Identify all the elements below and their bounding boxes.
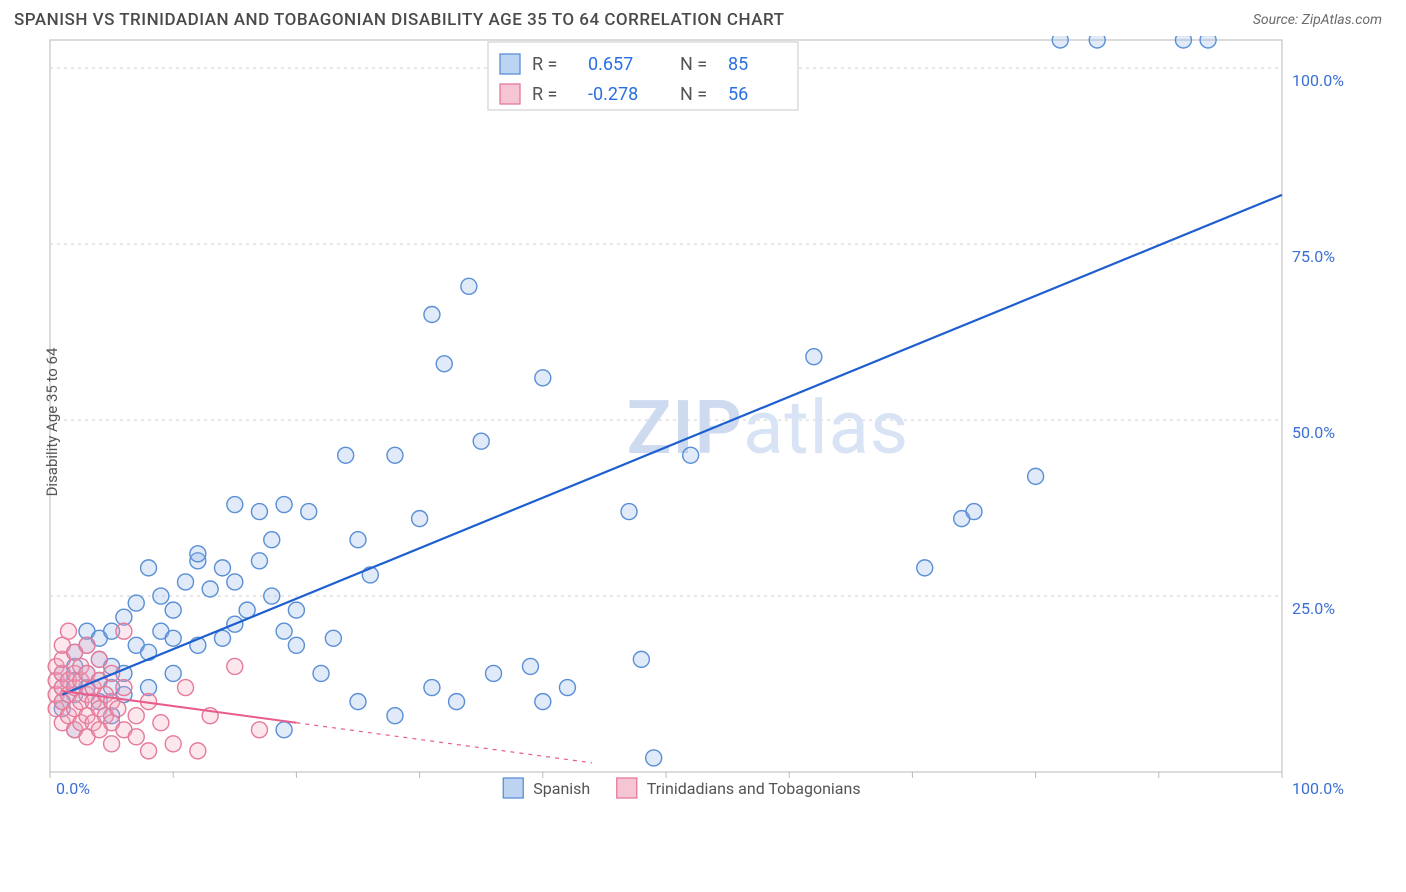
y-tick-label: 75.0%	[1292, 247, 1335, 266]
scatter-point	[301, 504, 317, 520]
scatter-point	[128, 595, 144, 611]
legend-swatch	[617, 778, 637, 798]
correlation-scatter-chart: 25.0% 50.0% 75.0% 100.0% ZIPatlas R = 0.657 N =…	[44, 36, 1360, 808]
scatter-point	[806, 349, 822, 365]
x-tick-label: 100.0%	[1292, 779, 1344, 798]
scatter-point	[153, 588, 169, 604]
scatter-point	[153, 715, 169, 731]
stats-text: 56	[728, 84, 748, 105]
scatter-point	[190, 743, 206, 759]
scatter-point	[227, 658, 243, 674]
scatter-point	[1200, 36, 1216, 48]
scatter-point	[288, 602, 304, 618]
scatter-point	[1052, 36, 1068, 48]
scatter-point	[116, 623, 132, 639]
scatter-point	[535, 370, 551, 386]
scatter-point	[60, 623, 76, 639]
scatter-point	[116, 680, 132, 696]
scatter-point	[621, 504, 637, 520]
scatter-point	[104, 736, 120, 752]
stats-text: N =	[680, 84, 707, 105]
scatter-point	[128, 729, 144, 745]
scatter-point	[325, 630, 341, 646]
scatter-point	[449, 694, 465, 710]
scatter-point	[461, 278, 477, 294]
scatter-point	[486, 665, 502, 681]
scatter-point	[202, 581, 218, 597]
scatter-point	[387, 708, 403, 724]
scatter-point	[288, 637, 304, 653]
scatter-point	[251, 504, 267, 520]
scatter-point	[1028, 468, 1044, 484]
scatter-point	[141, 560, 157, 576]
y-tick-label: 50.0%	[1292, 423, 1335, 442]
watermark: ZIPatlas	[627, 385, 909, 472]
scatter-point	[178, 680, 194, 696]
scatter-point	[424, 307, 440, 323]
scatter-point	[313, 665, 329, 681]
scatter-point	[190, 546, 206, 562]
x-tick-label: 0.0%	[56, 779, 90, 798]
stats-text: N =	[680, 54, 707, 75]
legend-label: Spanish	[533, 779, 590, 798]
scatter-point	[165, 630, 181, 646]
scatter-point	[646, 750, 662, 766]
scatter-point	[178, 574, 194, 590]
scatter-point	[966, 504, 982, 520]
scatter-point	[251, 722, 267, 738]
scatter-point	[387, 447, 403, 463]
y-tick-label: 100.0%	[1292, 71, 1344, 90]
scatter-point	[227, 574, 243, 590]
scatter-point	[128, 708, 144, 724]
scatter-point	[264, 532, 280, 548]
scatter-point	[165, 602, 181, 618]
y-tick-label: 25.0%	[1292, 599, 1335, 618]
scatter-point	[338, 447, 354, 463]
scatter-point	[1175, 36, 1191, 48]
stats-text: 85	[728, 54, 748, 75]
scatter-point	[535, 694, 551, 710]
y-axis-label: Disability Age 35 to 64	[43, 348, 61, 497]
scatter-point	[165, 665, 181, 681]
scatter-point	[412, 511, 428, 527]
scatter-point	[264, 588, 280, 604]
scatter-point	[559, 680, 575, 696]
scatter-point	[350, 694, 366, 710]
scatter-point	[214, 630, 230, 646]
scatter-point	[91, 651, 107, 667]
scatter-point	[276, 722, 292, 738]
scatter-point	[473, 433, 489, 449]
legend-swatch	[503, 778, 523, 798]
stats-text: -0.278	[588, 84, 638, 105]
scatter-point	[633, 651, 649, 667]
stats-text: R =	[532, 84, 557, 105]
legend-swatch	[500, 54, 520, 74]
legend-swatch	[500, 84, 520, 104]
scatter-point	[227, 497, 243, 513]
source-label: Source: ZipAtlas.com	[1253, 12, 1382, 28]
scatter-point	[165, 736, 181, 752]
scatter-point	[917, 560, 933, 576]
legend-label: Trinidadians and Tobagonians	[647, 779, 861, 798]
scatter-point	[276, 497, 292, 513]
scatter-point	[683, 447, 699, 463]
scatter-point	[251, 553, 267, 569]
scatter-point	[214, 560, 230, 576]
scatter-point	[436, 356, 452, 372]
chart-title: SPANISH VS TRINIDADIAN AND TOBAGONIAN DI…	[14, 10, 784, 30]
scatter-point	[522, 658, 538, 674]
stats-text: 0.657	[588, 54, 633, 75]
scatter-point	[1089, 36, 1105, 48]
scatter-point	[141, 743, 157, 759]
scatter-point	[424, 680, 440, 696]
scatter-point	[79, 637, 95, 653]
scatter-point	[110, 701, 126, 717]
stats-text: R =	[532, 54, 557, 75]
scatter-point	[350, 532, 366, 548]
scatter-point	[276, 623, 292, 639]
